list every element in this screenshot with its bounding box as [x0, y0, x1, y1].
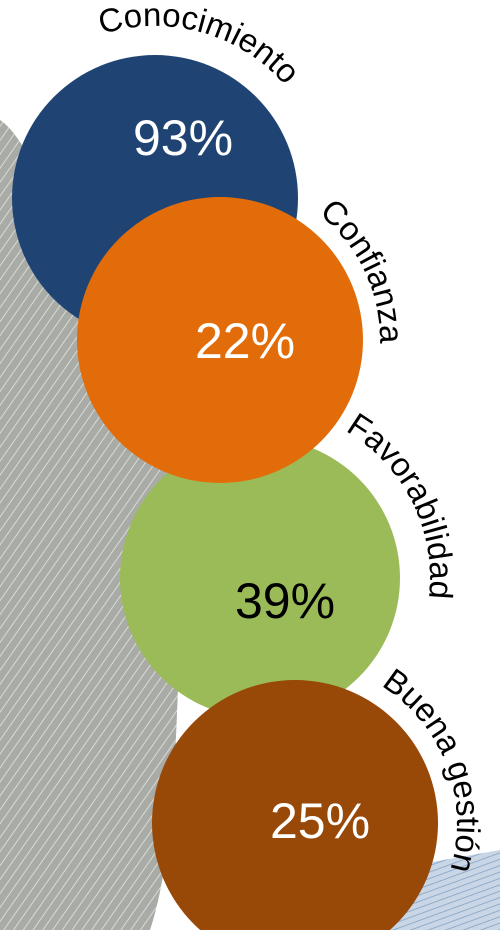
circle [152, 680, 438, 930]
percent-label: 93% [133, 110, 233, 166]
circle [120, 438, 400, 718]
percent-label: 22% [195, 313, 295, 369]
figure-silhouette [0, 120, 181, 930]
percent-label: 25% [270, 793, 370, 849]
circle [77, 197, 363, 483]
percent-label: 39% [235, 573, 335, 629]
